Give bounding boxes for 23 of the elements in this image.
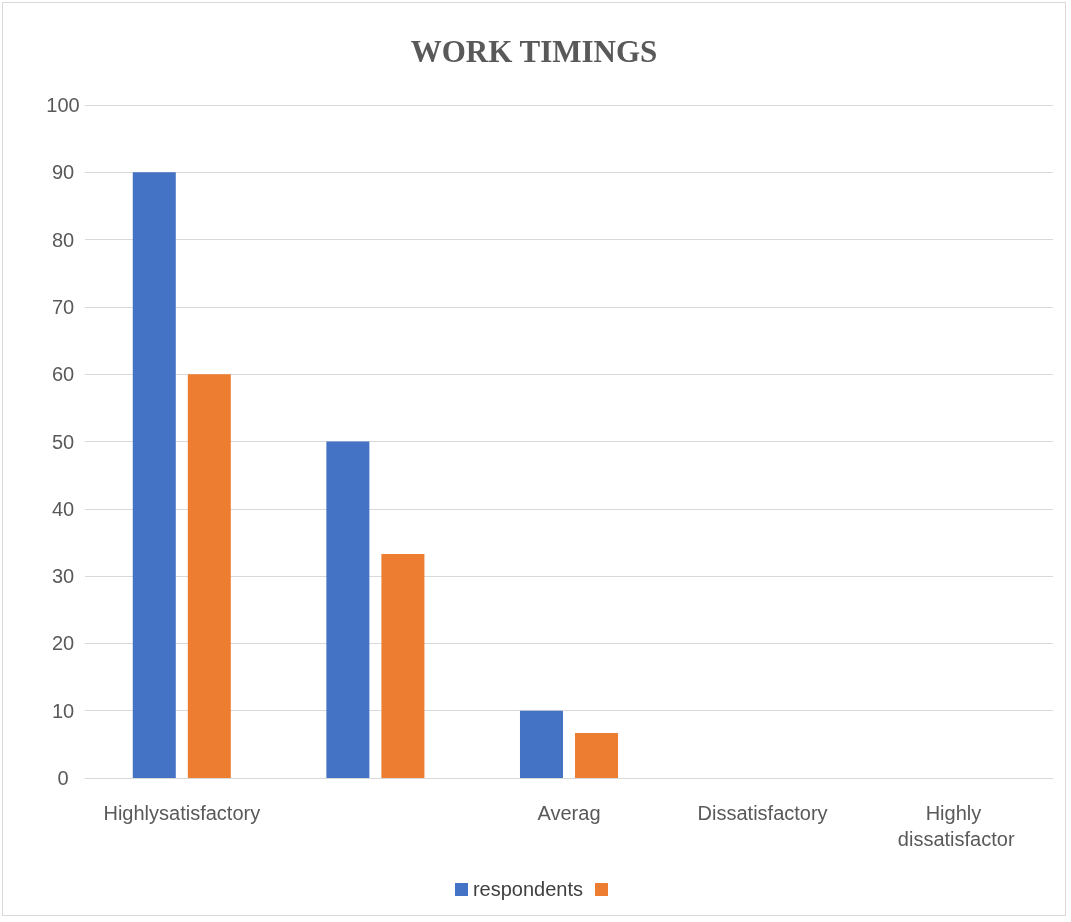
bar [132, 172, 176, 778]
x-tick-label: Highlysatisfactory [103, 802, 261, 824]
y-tick-label: 20 [51, 632, 75, 655]
y-tick-label: 80 [51, 228, 75, 251]
legend-label: respondents [472, 878, 584, 901]
bar [519, 710, 563, 778]
x-tick-label: Averag [537, 802, 601, 824]
y-tick-label: 10 [51, 699, 75, 722]
y-tick-label: 30 [51, 565, 75, 588]
bar [187, 374, 231, 778]
x-tick-label: Dissatisfactory [697, 802, 828, 824]
bar [326, 441, 370, 778]
bar [575, 732, 619, 778]
y-tick-label: 70 [51, 295, 75, 318]
y-tick-label: 50 [51, 430, 75, 453]
y-tick-label: 90 [51, 161, 75, 184]
x-tick-label: Highly dissatisfactor [897, 802, 1015, 850]
chart-title: WORK TIMINGS [410, 34, 658, 69]
y-tick-label: 40 [51, 497, 75, 520]
y-tick-label: 0 [57, 767, 69, 789]
y-tick-label: 60 [51, 363, 75, 386]
y-tick-label: 100 [46, 94, 80, 116]
bar [381, 553, 425, 778]
